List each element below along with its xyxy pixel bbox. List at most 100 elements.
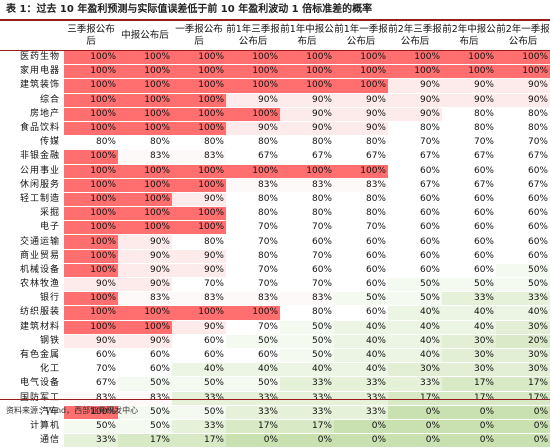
probability-cell: 100% bbox=[172, 121, 226, 137]
probability-cell: 30% bbox=[496, 362, 550, 378]
probability-cell: 60% bbox=[172, 348, 226, 364]
bottom-rule bbox=[0, 399, 550, 400]
probability-cell: 33% bbox=[64, 433, 118, 448]
probability-cell: 60% bbox=[442, 220, 496, 236]
table-row: 农林牧渔 90% 90% 70% 70% 70% 60% 50% 50% 50% bbox=[0, 277, 550, 293]
probability-cell: 17% bbox=[172, 433, 226, 448]
probability-cell: 40% bbox=[388, 305, 442, 321]
table-row: 有色金属 60% 60% 60% 60% 50% 40% 40% 30% 30% bbox=[0, 348, 550, 364]
probability-cell: 67% bbox=[64, 376, 118, 392]
probability-cell: 83% bbox=[118, 391, 172, 406]
probability-cell: 70% bbox=[388, 135, 442, 151]
table-row: 汽车 100% 50% 50% 33% 33% 33% 0% 0% 0% bbox=[0, 405, 550, 420]
probability-cell: 50% bbox=[496, 277, 550, 293]
probability-cell: 60% bbox=[118, 348, 172, 364]
source-note: 资料来源：Wind，西部证券研发中心 bbox=[6, 406, 139, 415]
probability-cell: 50% bbox=[280, 320, 334, 335]
probability-cell: 100% bbox=[118, 320, 172, 335]
probability-cell: 83% bbox=[226, 178, 280, 193]
table-row: 家用电器 100% 100% 100% 100% 100% 100% 100% 100% 100% bbox=[0, 64, 550, 80]
probability-cell: 70% bbox=[280, 277, 334, 293]
probability-cell: 60% bbox=[496, 192, 550, 208]
probability-cell: 0% bbox=[388, 433, 442, 448]
probability-cell: 70% bbox=[172, 277, 226, 293]
industry-name: 银行 bbox=[0, 291, 64, 307]
probability-cell: 100% bbox=[64, 121, 118, 137]
probability-cell: 100% bbox=[64, 64, 118, 80]
header-cell: 前1年三季报公布后 bbox=[226, 22, 280, 51]
probability-cell: 100% bbox=[334, 78, 388, 94]
probability-cell: 0% bbox=[496, 419, 550, 435]
probability-cell: 80% bbox=[226, 192, 280, 208]
probability-cell: 17% bbox=[442, 391, 496, 406]
probability-cell: 90% bbox=[118, 263, 172, 279]
header-row: 三季报公布后 中报公布后 一季报公布后 前1年三季报公布后 前1年中报公布后 前… bbox=[0, 22, 550, 51]
probability-cell: 80% bbox=[442, 107, 496, 122]
probability-cell: 60% bbox=[388, 206, 442, 222]
probability-cell: 100% bbox=[64, 93, 118, 108]
probability-cell: 60% bbox=[334, 263, 388, 279]
probability-cell: 0% bbox=[226, 433, 280, 448]
probability-cell: 70% bbox=[442, 135, 496, 151]
probability-cell: 100% bbox=[64, 263, 118, 279]
probability-cell: 100% bbox=[172, 178, 226, 193]
industry-name: 汽车 bbox=[0, 405, 64, 420]
industry-name: 休闲服务 bbox=[0, 178, 64, 193]
probability-cell: 60% bbox=[334, 234, 388, 250]
probability-cell: 100% bbox=[172, 50, 226, 66]
probability-cell: 67% bbox=[226, 149, 280, 165]
probability-cell: 100% bbox=[64, 50, 118, 66]
probability-cell: 90% bbox=[388, 107, 442, 122]
probability-cell: 50% bbox=[226, 334, 280, 349]
probability-cell: 100% bbox=[388, 50, 442, 66]
probability-cell: 100% bbox=[388, 64, 442, 80]
probability-cell: 50% bbox=[172, 405, 226, 420]
probability-cell: 90% bbox=[172, 249, 226, 264]
header-cell: 一季报公布后 bbox=[172, 22, 226, 51]
probability-cell: 100% bbox=[226, 78, 280, 94]
industry-name: 交通运输 bbox=[0, 234, 64, 250]
probability-cell: 80% bbox=[334, 206, 388, 222]
probability-cell: 0% bbox=[442, 433, 496, 448]
probability-cell: 60% bbox=[388, 234, 442, 250]
probability-cell: 83% bbox=[334, 178, 388, 193]
probability-cell: 40% bbox=[280, 362, 334, 378]
probability-cell: 80% bbox=[334, 192, 388, 208]
probability-cell: 33% bbox=[226, 391, 280, 406]
header-industry bbox=[0, 22, 64, 51]
header-cell: 前2年三季报公布后 bbox=[388, 22, 442, 51]
industry-name: 家用电器 bbox=[0, 64, 64, 80]
probability-cell: 60% bbox=[64, 348, 118, 364]
probability-cell: 100% bbox=[64, 206, 118, 222]
probability-cell: 83% bbox=[280, 291, 334, 307]
probability-cell: 100% bbox=[64, 305, 118, 321]
probability-cell: 50% bbox=[172, 376, 226, 392]
probability-cell: 90% bbox=[118, 334, 172, 349]
probability-cell: 40% bbox=[334, 362, 388, 378]
industry-name: 商业贸易 bbox=[0, 249, 64, 264]
probability-cell: 80% bbox=[118, 135, 172, 151]
table-row: 银行 100% 83% 83% 83% 83% 50% 50% 33% 33% bbox=[0, 291, 550, 307]
table-row: 商业贸易 100% 90% 90% 80% 70% 60% 60% 60% 60% bbox=[0, 249, 550, 264]
probability-cell: 67% bbox=[334, 149, 388, 165]
probability-cell: 100% bbox=[64, 291, 118, 307]
probability-cell: 17% bbox=[496, 391, 550, 406]
probability-cell: 60% bbox=[388, 192, 442, 208]
probability-cell: 0% bbox=[388, 405, 442, 420]
probability-cell: 33% bbox=[496, 291, 550, 307]
probability-cell: 50% bbox=[118, 405, 172, 420]
table-row: 传媒 80% 80% 80% 80% 80% 80% 70% 70% 70% bbox=[0, 135, 550, 151]
industry-name: 国防军工 bbox=[0, 391, 64, 406]
probability-cell: 100% bbox=[64, 192, 118, 208]
probability-cell: 40% bbox=[172, 362, 226, 378]
probability-cell: 90% bbox=[388, 78, 442, 94]
probability-cell: 100% bbox=[118, 121, 172, 137]
probability-cell: 100% bbox=[172, 164, 226, 179]
probability-cell: 90% bbox=[118, 277, 172, 293]
table-row: 轻工制造 100% 100% 90% 80% 80% 80% 60% 60% 60% bbox=[0, 192, 550, 208]
probability-cell: 33% bbox=[442, 291, 496, 307]
table-row: 建筑装饰 100% 100% 100% 100% 100% 100% 90% 90% 90% bbox=[0, 78, 550, 94]
probability-cell: 70% bbox=[64, 362, 118, 378]
probability-cell: 100% bbox=[118, 64, 172, 80]
probability-cell: 60% bbox=[442, 234, 496, 250]
